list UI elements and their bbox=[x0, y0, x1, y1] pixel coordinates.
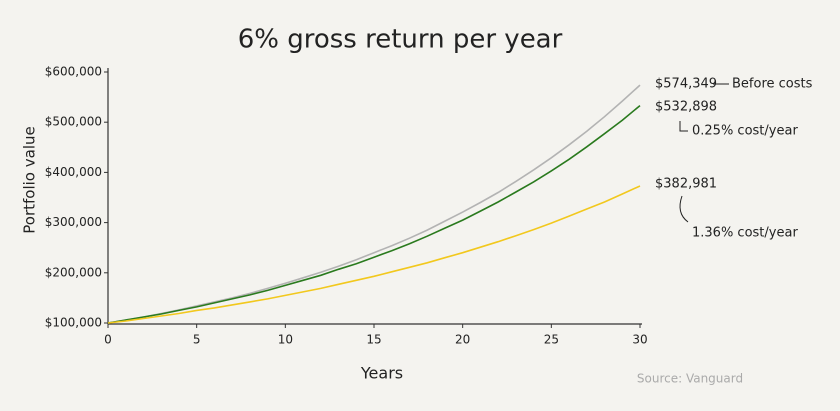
y-tick-label: $200,000 bbox=[45, 265, 102, 279]
end-value-label: $574,349 bbox=[655, 77, 717, 92]
series-label: 0.25% cost/year bbox=[692, 124, 798, 139]
x-tick-label: 15 bbox=[366, 333, 381, 347]
source-note: Source: Vanguard bbox=[637, 372, 743, 386]
x-axis-label: Years bbox=[360, 364, 403, 383]
x-tick-label: 5 bbox=[193, 333, 201, 347]
x-tick-label: 10 bbox=[278, 333, 293, 347]
series-label: 1.36% cost/year bbox=[692, 226, 798, 241]
end-value-label: $382,981 bbox=[655, 177, 717, 192]
annotation-bracket bbox=[679, 121, 688, 132]
x-tick-label: 25 bbox=[544, 333, 559, 347]
x-tick-label: 20 bbox=[455, 333, 470, 347]
x-tick-label: 0 bbox=[104, 333, 112, 347]
annotation-bracket bbox=[679, 195, 689, 223]
y-tick-label: $100,000 bbox=[45, 316, 102, 330]
series-line bbox=[107, 84, 641, 324]
y-tick-label: $300,000 bbox=[45, 215, 102, 229]
y-axis-label: Portfolio value bbox=[21, 126, 39, 233]
series-line bbox=[107, 185, 641, 324]
y-tick-label: $400,000 bbox=[45, 165, 102, 179]
x-tick-label: 30 bbox=[632, 333, 647, 347]
series-label: Before costs bbox=[732, 77, 813, 92]
series-line bbox=[107, 104, 641, 324]
chart-title: 6% gross return per year bbox=[238, 25, 563, 55]
y-tick-label: $500,000 bbox=[45, 115, 102, 129]
y-tick-label: $600,000 bbox=[45, 65, 102, 79]
end-value-label: $532,898 bbox=[655, 100, 717, 115]
